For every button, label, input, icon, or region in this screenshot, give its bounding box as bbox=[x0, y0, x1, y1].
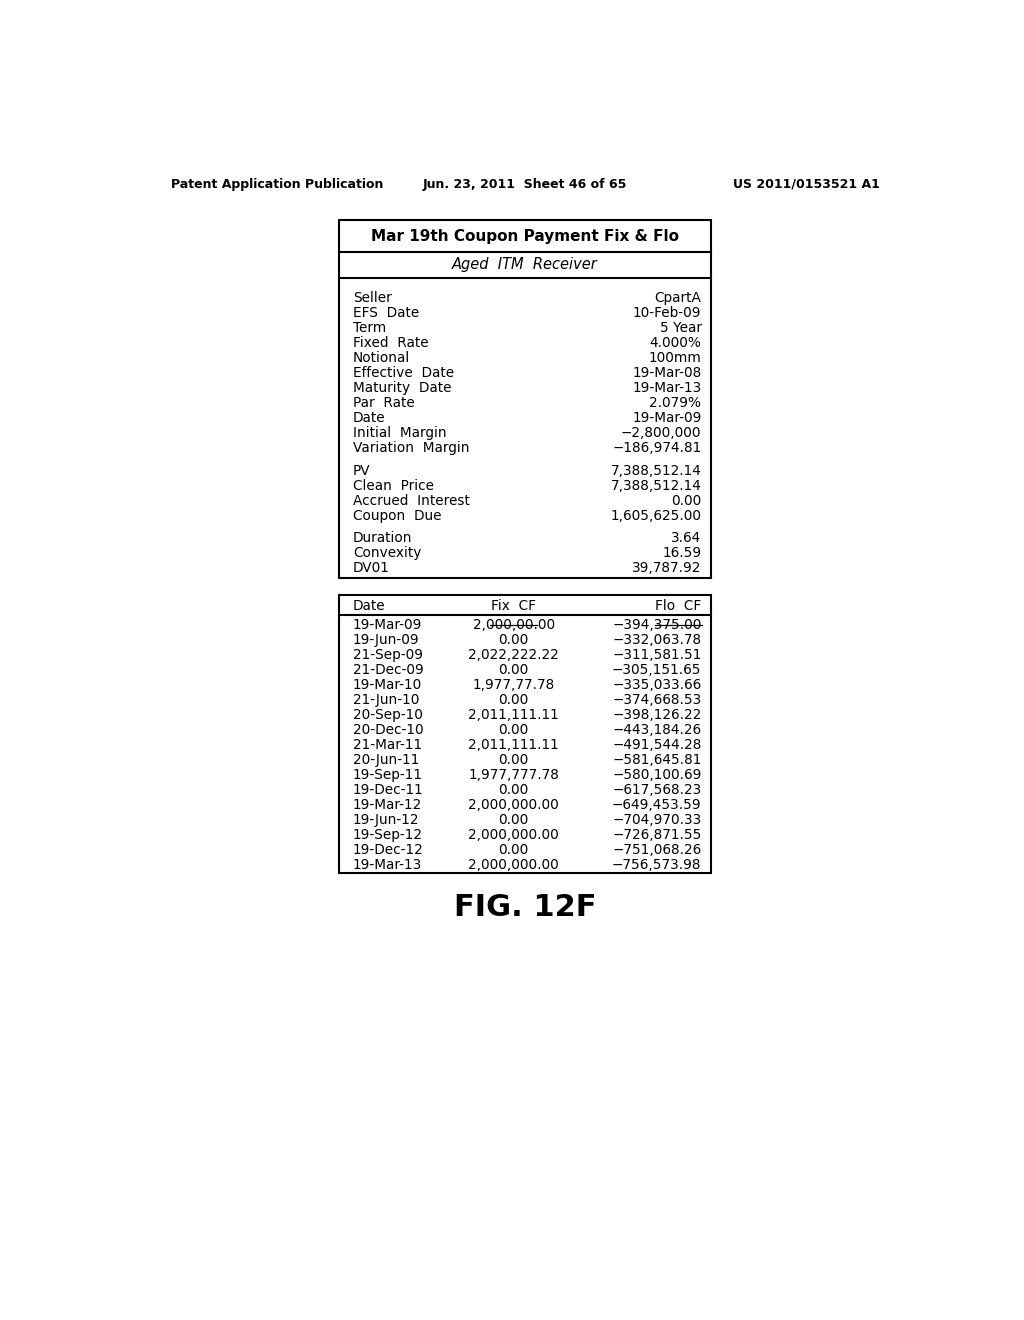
Text: −491,544.28: −491,544.28 bbox=[612, 738, 701, 752]
Text: 2,000,00.00: 2,000,00.00 bbox=[473, 618, 555, 632]
Text: 19-Jun-09: 19-Jun-09 bbox=[352, 632, 420, 647]
Text: 19-Mar-13: 19-Mar-13 bbox=[632, 381, 701, 395]
Text: −580,100.69: −580,100.69 bbox=[612, 768, 701, 781]
Text: −649,453.59: −649,453.59 bbox=[612, 797, 701, 812]
Text: Seller: Seller bbox=[352, 290, 391, 305]
Text: Term: Term bbox=[352, 321, 386, 335]
Text: Effective  Date: Effective Date bbox=[352, 366, 454, 380]
Text: 19-Dec-12: 19-Dec-12 bbox=[352, 843, 424, 857]
Text: FIG. 12F: FIG. 12F bbox=[454, 892, 596, 921]
Text: −311,581.51: −311,581.51 bbox=[612, 648, 701, 661]
Text: 7,388,512.14: 7,388,512.14 bbox=[610, 479, 701, 492]
Text: 0.00: 0.00 bbox=[499, 723, 528, 737]
Text: Patent Application Publication: Patent Application Publication bbox=[171, 178, 383, 190]
Text: Initial  Margin: Initial Margin bbox=[352, 426, 446, 440]
Text: 19-Mar-09: 19-Mar-09 bbox=[632, 411, 701, 425]
Text: −751,068.26: −751,068.26 bbox=[612, 843, 701, 857]
Text: 2,011,111.11: 2,011,111.11 bbox=[468, 738, 559, 752]
Text: 20-Jun-11: 20-Jun-11 bbox=[352, 752, 419, 767]
Text: Maturity  Date: Maturity Date bbox=[352, 381, 452, 395]
Text: 21-Mar-11: 21-Mar-11 bbox=[352, 738, 422, 752]
Text: 21-Dec-09: 21-Dec-09 bbox=[352, 663, 424, 677]
Text: 19-Mar-13: 19-Mar-13 bbox=[352, 858, 422, 873]
Text: 2,011,111.11: 2,011,111.11 bbox=[468, 708, 559, 722]
Text: 0.00: 0.00 bbox=[499, 843, 528, 857]
Text: 19-Sep-12: 19-Sep-12 bbox=[352, 828, 423, 842]
Text: −186,974.81: −186,974.81 bbox=[612, 441, 701, 455]
Text: 1,605,625.00: 1,605,625.00 bbox=[610, 508, 701, 523]
Text: Date: Date bbox=[352, 411, 385, 425]
Text: −394,375.00: −394,375.00 bbox=[612, 618, 701, 632]
Text: −2,800,000: −2,800,000 bbox=[621, 426, 701, 440]
Text: 19-Jun-12: 19-Jun-12 bbox=[352, 813, 419, 826]
Text: Fixed  Rate: Fixed Rate bbox=[352, 335, 428, 350]
Text: 1,977,777.78: 1,977,777.78 bbox=[468, 768, 559, 781]
Text: 16.59: 16.59 bbox=[663, 546, 701, 561]
Text: CpartA: CpartA bbox=[654, 290, 701, 305]
Text: −332,063.78: −332,063.78 bbox=[612, 632, 701, 647]
Text: DV01: DV01 bbox=[352, 561, 389, 576]
Text: 5 Year: 5 Year bbox=[659, 321, 701, 335]
Text: Aged  ITM  Receiver: Aged ITM Receiver bbox=[452, 257, 598, 272]
Text: 0.00: 0.00 bbox=[499, 632, 528, 647]
Text: −756,573.98: −756,573.98 bbox=[612, 858, 701, 873]
Text: 19-Mar-12: 19-Mar-12 bbox=[352, 797, 422, 812]
Text: PV: PV bbox=[352, 463, 371, 478]
Text: Variation  Margin: Variation Margin bbox=[352, 441, 469, 455]
Text: 2.079%: 2.079% bbox=[649, 396, 701, 411]
Text: 20-Dec-10: 20-Dec-10 bbox=[352, 723, 423, 737]
Text: 20-Sep-10: 20-Sep-10 bbox=[352, 708, 423, 722]
Text: 19-Dec-11: 19-Dec-11 bbox=[352, 783, 424, 797]
Text: −581,645.81: −581,645.81 bbox=[612, 752, 701, 767]
Text: −617,568.23: −617,568.23 bbox=[612, 783, 701, 797]
Text: 2,000,000.00: 2,000,000.00 bbox=[468, 797, 559, 812]
Text: Mar 19th Coupon Payment Fix & Flo: Mar 19th Coupon Payment Fix & Flo bbox=[371, 230, 679, 244]
Text: 7,388,512.14: 7,388,512.14 bbox=[610, 463, 701, 478]
Text: 0.00: 0.00 bbox=[672, 494, 701, 508]
Text: 0.00: 0.00 bbox=[499, 783, 528, 797]
Text: 2,022,222.22: 2,022,222.22 bbox=[468, 648, 559, 661]
Text: Convexity: Convexity bbox=[352, 546, 421, 561]
Text: Notional: Notional bbox=[352, 351, 410, 364]
Text: 39,787.92: 39,787.92 bbox=[632, 561, 701, 576]
Text: Jun. 23, 2011  Sheet 46 of 65: Jun. 23, 2011 Sheet 46 of 65 bbox=[423, 178, 627, 190]
Text: Clean  Price: Clean Price bbox=[352, 479, 434, 492]
Text: 21-Sep-09: 21-Sep-09 bbox=[352, 648, 423, 661]
Text: Duration: Duration bbox=[352, 532, 413, 545]
Text: 19-Mar-10: 19-Mar-10 bbox=[352, 677, 422, 692]
Text: −443,184.26: −443,184.26 bbox=[612, 723, 701, 737]
Text: −335,033.66: −335,033.66 bbox=[612, 677, 701, 692]
Text: 19-Sep-11: 19-Sep-11 bbox=[352, 768, 423, 781]
Text: 19-Mar-09: 19-Mar-09 bbox=[352, 618, 422, 632]
Text: Fix  CF: Fix CF bbox=[492, 599, 537, 614]
Bar bbox=[339, 220, 711, 578]
Text: −374,668.53: −374,668.53 bbox=[612, 693, 701, 706]
Text: −305,151.65: −305,151.65 bbox=[612, 663, 701, 677]
Text: 21-Jun-10: 21-Jun-10 bbox=[352, 693, 419, 706]
Text: 0.00: 0.00 bbox=[499, 663, 528, 677]
Text: Date: Date bbox=[352, 599, 385, 614]
Text: 0.00: 0.00 bbox=[499, 693, 528, 706]
Text: 2,000,000.00: 2,000,000.00 bbox=[468, 858, 559, 873]
Text: US 2011/0153521 A1: US 2011/0153521 A1 bbox=[733, 178, 880, 190]
Text: Par  Rate: Par Rate bbox=[352, 396, 415, 411]
Text: 0.00: 0.00 bbox=[499, 752, 528, 767]
Bar bbox=[339, 594, 711, 873]
Text: Coupon  Due: Coupon Due bbox=[352, 508, 441, 523]
Text: 0.00: 0.00 bbox=[499, 813, 528, 826]
Text: 1,977,77.78: 1,977,77.78 bbox=[472, 677, 555, 692]
Text: 4.000%: 4.000% bbox=[649, 335, 701, 350]
Text: 19-Mar-08: 19-Mar-08 bbox=[632, 366, 701, 380]
Text: 100mm: 100mm bbox=[648, 351, 701, 364]
Text: −398,126.22: −398,126.22 bbox=[612, 708, 701, 722]
Text: −726,871.55: −726,871.55 bbox=[612, 828, 701, 842]
Text: 3.64: 3.64 bbox=[672, 532, 701, 545]
Text: EFS  Date: EFS Date bbox=[352, 306, 419, 319]
Text: −704,970.33: −704,970.33 bbox=[612, 813, 701, 826]
Text: Accrued  Interest: Accrued Interest bbox=[352, 494, 470, 508]
Text: 2,000,000.00: 2,000,000.00 bbox=[468, 828, 559, 842]
Text: Flo  CF: Flo CF bbox=[655, 599, 701, 614]
Text: 10-Feb-09: 10-Feb-09 bbox=[633, 306, 701, 319]
